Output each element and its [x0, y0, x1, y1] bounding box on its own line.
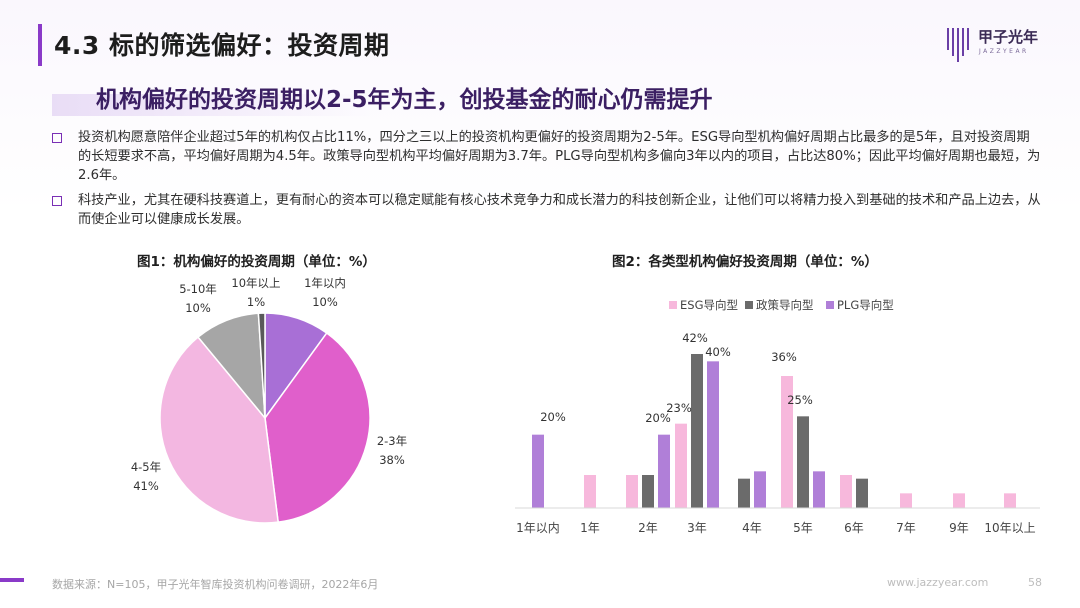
bullet-square-icon	[52, 196, 62, 206]
pie-label-value: 41%	[133, 479, 159, 493]
x-tick-label: 7年	[896, 521, 916, 535]
legend-label: 政策导向型	[756, 298, 814, 312]
bar-5年-政策导向型	[797, 416, 809, 508]
pie-slice-2	[264, 332, 371, 524]
logo-text: 甲子光年	[978, 28, 1039, 46]
bullet-item: 投资机构愿意陪伴企业超过5年的机构仅占比11%，四分之三以上的投资机构更偏好的投…	[52, 128, 1042, 185]
bar-1年-ESG导向型	[584, 475, 596, 508]
pie-label-category: 2-3年	[376, 434, 408, 448]
bar-data-label: 20%	[645, 411, 671, 425]
bullet-text: 科技产业，尤其在硬科技赛道上，更有耐心的资本可以稳定赋能有核心技术竞争力和成长潜…	[78, 193, 1041, 227]
legend-item: ESG导向型	[669, 298, 738, 312]
bar-4年-PLG导向型	[754, 471, 766, 508]
figure1-title: 图1：机构偏好的投资周期（单位：%）	[137, 254, 376, 270]
x-tick-label: 3年	[687, 521, 707, 535]
pie-label-category: 5-10年	[179, 282, 217, 296]
subtitle-highlight	[52, 94, 372, 116]
pie-label-value: 1%	[246, 295, 266, 309]
logo-subtext: JAZZYEAR	[979, 48, 1029, 55]
x-tick-label: 1年	[580, 521, 600, 535]
bar-data-label: 23%	[666, 401, 692, 415]
figure2-title: 图2：各类型机构偏好投资周期（单位：%）	[612, 254, 878, 270]
x-tick-label: 10年以上	[984, 521, 1035, 535]
bar-5年-PLG导向型	[813, 471, 825, 508]
bar-5年-ESG导向型	[781, 376, 793, 508]
bullet-square-icon	[52, 133, 62, 143]
bar-3年-ESG导向型	[675, 423, 687, 508]
legend-swatch	[745, 301, 753, 309]
pie-label: 4-5年 41%	[116, 458, 176, 496]
pie-label-value: 10%	[185, 301, 211, 315]
bar-6年-政策导向型	[856, 478, 868, 508]
pie-label: 2-3年 38%	[362, 432, 422, 470]
pie-label-value: 38%	[379, 453, 405, 467]
footer-accent-bar	[0, 578, 24, 582]
pie-slice-5	[257, 312, 266, 419]
legend-item: PLG导向型	[826, 298, 894, 312]
bullet-text: 投资机构愿意陪伴企业超过5年的机构仅占比11%，四分之三以上的投资机构更偏好的投…	[78, 130, 1041, 183]
bar-3年-政策导向型	[691, 354, 703, 508]
x-tick-label: 9年	[949, 521, 969, 535]
x-tick-label: 4年	[742, 521, 762, 535]
bar-4年-政策导向型	[738, 478, 750, 508]
website: www.jazzyear.com	[887, 576, 989, 589]
pie-label-value: 10%	[312, 295, 338, 309]
bar-2年-政策导向型	[642, 475, 654, 508]
x-tick-label: 1年以内	[516, 521, 560, 535]
bar-6年-ESG导向型	[840, 475, 852, 508]
x-tick-label: 2年	[638, 521, 658, 535]
legend-swatch	[826, 301, 834, 309]
bar-2年-PLG导向型	[658, 434, 670, 508]
logo-mark-icon	[947, 28, 969, 62]
x-tick-label: 6年	[844, 521, 864, 535]
bar-data-label: 36%	[771, 350, 797, 364]
legend-label: PLG导向型	[837, 298, 894, 312]
pie-slice-3	[159, 336, 279, 524]
bar-9年-ESG导向型	[953, 493, 965, 508]
x-tick-label: 5年	[793, 521, 813, 535]
legend-swatch	[669, 301, 677, 309]
pie-label-category: 10年以上	[231, 276, 281, 290]
bar-1年以内-PLG导向型	[532, 434, 544, 508]
pie-label-category: 1年以内	[304, 276, 346, 290]
data-source: 数据来源：N=105，甲子光年智库投资机构问卷调研，2022年6月	[52, 578, 379, 591]
page-title: 4.3 标的筛选偏好：投资周期	[54, 31, 390, 60]
bar-data-label: 20%	[540, 410, 566, 424]
page-number: 58	[1028, 576, 1042, 589]
bar-7年-ESG导向型	[900, 493, 912, 508]
pie-label-category: 4-5年	[130, 460, 162, 474]
bar-10年以上-ESG导向型	[1004, 493, 1016, 508]
bullet-item: 科技产业，尤其在硬科技赛道上，更有耐心的资本可以稳定赋能有核心技术竞争力和成长潜…	[52, 191, 1042, 229]
subtitle: 机构偏好的投资周期以2-5年为主，创投基金的耐心仍需提升	[96, 87, 713, 113]
bar-3年-PLG导向型	[707, 361, 719, 508]
legend-label: ESG导向型	[680, 298, 738, 312]
bar-2年-ESG导向型	[626, 475, 638, 508]
brand-logo: 甲子光年 JAZZYEAR	[944, 22, 1064, 66]
pie-label: 1年以内 10%	[295, 274, 355, 312]
bar-data-label: 40%	[705, 345, 731, 359]
bar-data-label: 42%	[682, 331, 708, 345]
pie-label: 10年以上 1%	[226, 274, 286, 312]
pie-label: 5-10年 10%	[168, 280, 228, 318]
legend-item: 政策导向型	[745, 298, 814, 312]
bar-data-label: 25%	[787, 393, 813, 407]
title-accent-bar	[38, 24, 42, 66]
